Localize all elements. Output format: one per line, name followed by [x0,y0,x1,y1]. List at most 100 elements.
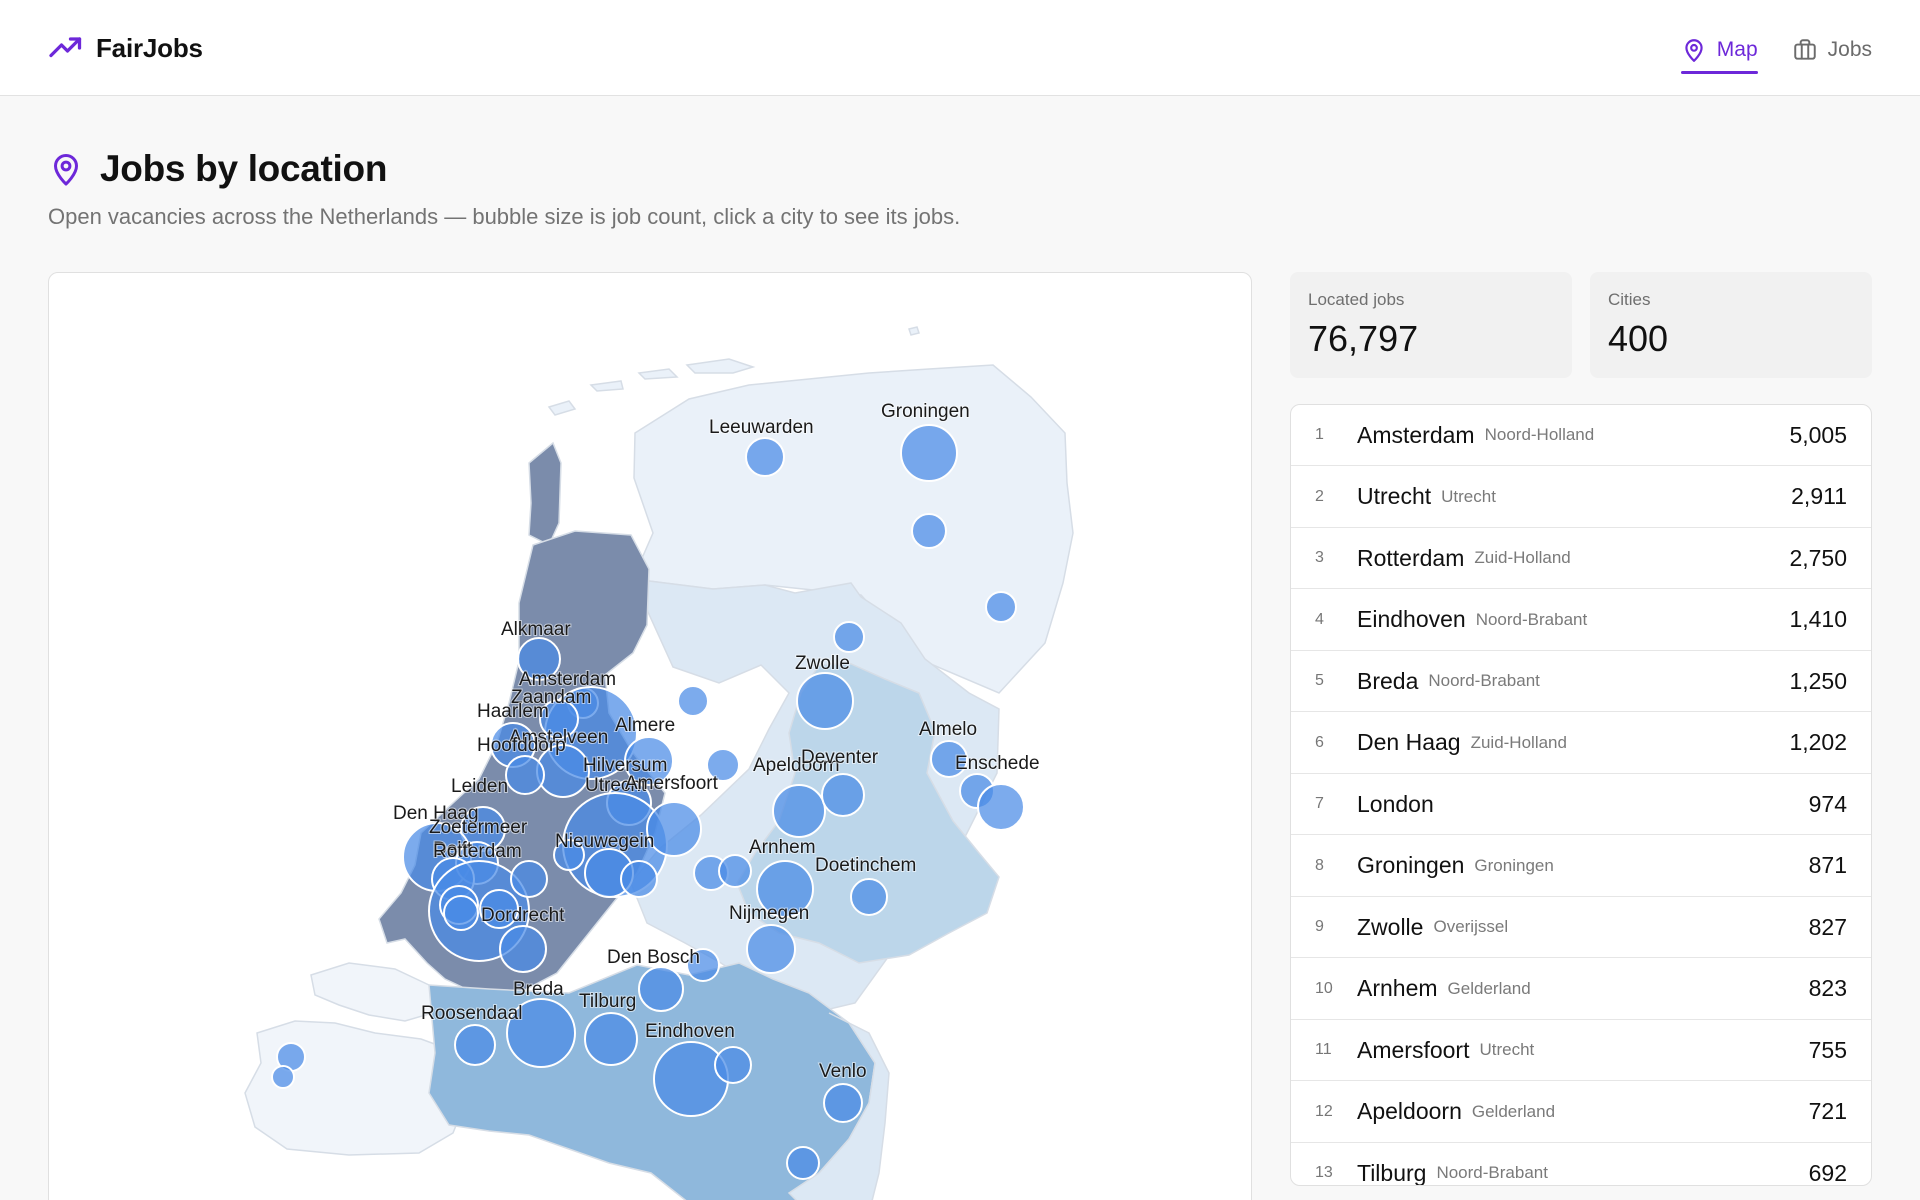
ranking-row[interactable]: 5 Breda Noord-Brabant 1,250 [1291,651,1871,712]
bubble-venlo[interactable] [823,1083,863,1123]
rank-region: Noord-Holland [1484,425,1595,444]
rank-count: 2,911 [1791,483,1847,509]
bubble-spijkenisse[interactable] [443,895,479,931]
bubble-vlissingen[interactable] [271,1065,295,1089]
bubble-almere[interactable] [624,736,674,786]
bubble-gouda[interactable] [510,860,548,898]
page-title: Jobs by location [100,148,388,189]
rank-city: Amsterdam [1357,421,1475,448]
rank-region: Utrecht [1479,1040,1535,1059]
rank-count: 692 [1808,1159,1847,1186]
page-header: Jobs by location Open vacancies across t… [48,148,1248,230]
province-noord-holland-north [528,441,562,547]
bubble-wageningen[interactable] [718,854,752,888]
map-pin-icon [1685,39,1703,62]
label-arnhem: Arnhem [749,837,816,858]
ranking-row[interactable]: 10 Arnhem Gelderland 823 [1291,959,1871,1020]
bubble-eindhoven[interactable] [653,1041,729,1117]
label-rotterdam: Rotterdam [433,841,522,862]
rank-region: Zuid-Holland [1474,548,1571,567]
ranking-row[interactable]: 3 Rotterdam Zuid-Holland 2,750 [1291,528,1871,589]
bubble-assen[interactable] [911,513,947,549]
bubble-almelo[interactable] [930,740,968,778]
bubble-hoofddorp[interactable] [505,755,545,795]
city-bubbles[interactable] [271,424,1025,1180]
bubble-doetinchem[interactable] [850,878,888,916]
rank-number: 6 [1315,733,1324,751]
label-amsterdam: Amsterdam [519,669,616,690]
bubble-deventer[interactable] [821,773,865,817]
ranking-row[interactable]: 13 Tilburg Noord-Brabant 692 [1291,1143,1871,1186]
bubble-gorinchem[interactable] [499,925,547,973]
ranking-row[interactable]: 11 Amersfoort Utrecht 755 [1291,1020,1871,1081]
rank-count: 1,410 [1789,606,1847,632]
ranking-row[interactable]: 2 Utrecht Utrecht 2,911 [1291,467,1871,528]
rank-city: Rotterdam [1357,544,1465,571]
rank-number: 12 [1315,1102,1333,1120]
label-amersfoort: Amersfoort [625,773,719,794]
map-card[interactable]: Leeuwarden Groningen Alkmaar Amsterdam Z… [48,272,1252,1200]
main-nav: Map Jobs [1680,30,1872,74]
label-deventer: Deventer [801,747,879,768]
bubble-den-bosch[interactable] [638,966,684,1012]
ranking-row[interactable]: 6 Den Haag Zuid-Holland 1,202 [1291,713,1871,774]
bubble-amersfoort[interactable] [646,801,702,857]
netherlands-map[interactable]: Leeuwarden Groningen Alkmaar Amsterdam Z… [49,273,1252,1200]
rank-count: 5,005 [1789,421,1847,448]
rank-number: 3 [1315,549,1324,566]
ranking-row[interactable]: 9 Zwolle Overijssel 827 [1291,897,1871,958]
label-alkmaar: Alkmaar [501,619,571,640]
rank-number: 8 [1315,856,1324,874]
ranking-row[interactable]: 8 Groningen Groningen 871 [1291,836,1871,897]
bubble-huizen[interactable] [706,748,740,782]
bubble-maastricht[interactable] [786,1146,820,1180]
rank-region: Overijssel [1433,917,1509,936]
ranking-row[interactable]: 7 London 974 [1291,774,1871,835]
city-ranking-list[interactable]: 1 Amsterdam Noord-Holland 5,005 2 Utrech… [1290,404,1872,1186]
bubble-breda[interactable] [506,998,576,1068]
trending-up-icon [49,37,82,58]
rank-number: 10 [1315,979,1333,997]
label-eindhoven: Eindhoven [645,1021,735,1042]
bubble-nijmegen[interactable] [746,924,796,974]
label-den-bosch: Den Bosch [607,947,700,968]
bubble-oss[interactable] [686,948,720,982]
bubble-roosendaal[interactable] [454,1024,496,1066]
bubble-lelystad[interactable] [677,685,709,717]
stat-located-jobs-label: Located jobs [1308,290,1405,309]
ranking-row[interactable]: 1 Amsterdam Noord-Holland 5,005 [1291,405,1871,466]
bubble-groningen[interactable] [900,424,958,482]
rank-city: Den Haag [1357,729,1461,755]
bubble-zaandam[interactable] [539,699,579,739]
nav-map[interactable]: Map [1680,30,1758,74]
nav-jobs[interactable]: Jobs [1792,30,1872,70]
bubble-apeldoorn[interactable] [772,784,826,838]
bubble-enschede[interactable] [977,783,1025,831]
label-leeuwarden: Leeuwarden [709,417,814,438]
bubble-zwolle[interactable] [796,672,854,730]
page-subtitle: Open vacancies across the Netherlands — … [48,204,961,229]
ranking-row[interactable]: 4 Eindhoven Noord-Brabant 1,410 [1291,590,1871,651]
bubble-leeuwarden[interactable] [745,437,785,477]
bubble-arnhem[interactable] [756,860,814,918]
brand[interactable]: FairJobs [48,30,203,66]
rank-region: Gelderland [1471,1101,1556,1121]
bubble-emmen[interactable] [985,591,1017,623]
city-labels: Leeuwarden Groningen Alkmaar Amsterdam Z… [392,400,1041,1083]
label-amstelveen: Amstelveen [509,727,608,748]
bubble-houten[interactable] [553,839,585,871]
rank-count: 1,202 [1789,729,1847,755]
bubble-tilburg[interactable] [584,1012,638,1066]
rank-number: 13 [1315,1164,1333,1181]
ranking-row[interactable]: 12 Apeldoorn Gelderland 721 [1291,1082,1871,1143]
stat-located-jobs-value: 76,797 [1308,318,1419,359]
rank-number: 11 [1315,1041,1332,1058]
label-haarlem: Haarlem [477,701,549,722]
bubble-helmond[interactable] [714,1046,752,1084]
bubble-meppel[interactable] [833,621,865,653]
bubble-dordrecht[interactable] [479,889,519,929]
bubble-alkmaar[interactable] [517,637,561,681]
label-hoofddorp: Hoofddorp [477,735,566,756]
bubble-zeist[interactable] [620,860,658,898]
label-apeldoorn: Apeldoorn [753,755,840,776]
